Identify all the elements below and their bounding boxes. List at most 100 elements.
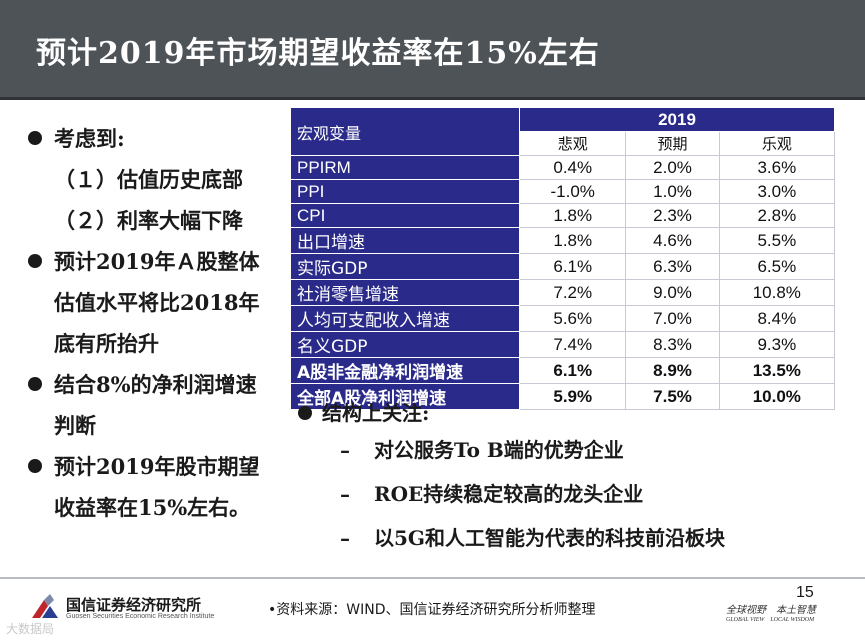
left-point-line: 预计2019年Ａ股整体	[26, 241, 286, 282]
org-subtitle: Guosen Securities Economic Research Inst…	[66, 613, 215, 620]
table-row: 实际GDP 6.1% 6.3% 6.5%	[290, 253, 836, 280]
slogan-cn: 全球视野 本土智慧	[726, 605, 816, 616]
focus-item-text: 对公服务To B端的优势企业	[374, 438, 624, 462]
table-column-header: 悲观	[518, 131, 627, 156]
table-cell: 2.0%	[625, 155, 720, 180]
left-point-text: 判断	[54, 413, 96, 438]
table-cell: 10.8%	[718, 279, 836, 306]
left-point-text: 预计2019年Ａ股整体	[54, 249, 260, 274]
table-cell: 6.5%	[718, 253, 836, 280]
table-row-label: 全部A股净利润增速	[290, 383, 520, 410]
table-cell: 9.3%	[718, 331, 836, 358]
org-name: 国信证券经济研究所	[66, 596, 202, 614]
focus-item: – 对公服务To B端的优势企业	[296, 428, 856, 472]
table-cell: 5.5%	[718, 227, 836, 254]
table-cell: 6.1%	[518, 253, 627, 280]
footer-divider	[0, 577, 865, 579]
table-cell: 9.0%	[625, 279, 720, 306]
table-cell: 0.4%	[518, 155, 627, 180]
table-column-header: 预期	[625, 131, 720, 156]
table-cell: 3.0%	[718, 179, 836, 204]
focus-item-text: 以5G和人工智能为代表的科技前沿板块	[374, 526, 725, 550]
table-row: 全部A股净利润增速 5.9% 7.5% 10.0%	[290, 383, 836, 410]
left-point-line: 估值水平将比2018年	[26, 282, 286, 323]
focus-section: 结构上关注: – 对公服务To B端的优势企业 – ROE持续稳定较高的龙头企业 – 以5…	[296, 398, 856, 560]
focus-item: – 以5G和人工智能为代表的科技前沿板块	[296, 516, 856, 560]
header-banner: 预计2019年市场期望收益率在15%左右	[0, 0, 865, 97]
bullet-dot-icon	[28, 254, 42, 268]
table-row-label: 出口增速	[290, 227, 520, 254]
table-cell: 5.9%	[518, 383, 627, 410]
table-year-header: 2019	[519, 107, 835, 132]
table-row: 名义GDP 7.4% 8.3% 9.3%	[290, 331, 836, 358]
table-cell: 1.8%	[518, 203, 627, 228]
table-row-label: CPI	[290, 203, 520, 228]
table-cell: 2.3%	[625, 203, 720, 228]
table-row-label: A股非金融净利润增速	[290, 357, 520, 384]
left-point-text: 考虑到:	[54, 126, 125, 151]
table-cell: 2.8%	[718, 203, 836, 228]
table-cell: 6.1%	[518, 357, 627, 384]
table-row: CPI 1.8% 2.3% 2.8%	[290, 203, 836, 228]
table-corner-label: 宏观变量	[290, 107, 520, 156]
table-cell: 5.6%	[518, 305, 627, 332]
left-point-line: 收益率在15%左右。	[26, 487, 286, 528]
table-column-header: 乐观	[718, 131, 836, 156]
table-row-label: 实际GDP	[290, 253, 520, 280]
table-cell: 8.9%	[625, 357, 720, 384]
table-row: PPIRM 0.4% 2.0% 3.6%	[290, 155, 836, 180]
left-point-text: 收益率在15%左右。	[54, 495, 251, 520]
left-point-text: 估值水平将比2018年	[54, 290, 260, 315]
slogan-en: GLOBAL VIEW LOCAL WISDOM	[726, 617, 815, 623]
table-row: A股非金融净利润增速 6.1% 8.9% 13.5%	[290, 357, 836, 384]
bullet-dot-icon	[28, 131, 42, 145]
focus-heading-text: 结构上关注:	[322, 401, 430, 425]
table-row: PPI -1.0% 1.0% 3.0%	[290, 179, 836, 204]
guosen-logo-icon	[32, 594, 58, 618]
left-point-line: 底有所抬升	[26, 323, 286, 364]
table-cell: 10.0%	[718, 383, 836, 410]
table-cell: 7.0%	[625, 305, 720, 332]
table-row-label: PPIRM	[290, 155, 520, 180]
dash-marker: –	[340, 482, 350, 506]
table-row: 人均可支配收入增速 5.6% 7.0% 8.4%	[290, 305, 836, 332]
left-point-line: 判断	[26, 405, 286, 446]
left-point-text: 结合8%的净利润增速	[54, 372, 257, 397]
left-point-line: 结合8%的净利润增速	[26, 364, 286, 405]
table-row: 出口增速 1.8% 4.6% 5.5%	[290, 227, 836, 254]
left-point-text: （１）估值历史底部	[54, 167, 243, 192]
table-row: 社消零售增速 7.2% 9.0% 10.8%	[290, 279, 836, 306]
table-cell: 6.3%	[625, 253, 720, 280]
page-number: 15	[796, 584, 814, 601]
table-row-label: 社消零售增速	[290, 279, 520, 306]
header-underline	[0, 97, 865, 100]
left-point-text: 底有所抬升	[54, 331, 159, 356]
table-cell: 13.5%	[718, 357, 836, 384]
table-row-label: PPI	[290, 179, 520, 204]
bullet-dot-icon	[28, 377, 42, 391]
watermark-text: 大数据局	[6, 622, 55, 636]
focus-heading: 结构上关注:	[296, 398, 856, 428]
table-cell: -1.0%	[518, 179, 627, 204]
table-cell: 8.4%	[718, 305, 836, 332]
table-row-label: 人均可支配收入增速	[290, 305, 520, 332]
left-point-line: 考虑到:	[26, 118, 286, 159]
table-cell: 1.8%	[518, 227, 627, 254]
left-bullet-list: 考虑到: （１）估值历史底部 （２）利率大幅下降 预计2019年Ａ股整体 估值水平将比2…	[26, 118, 286, 528]
dash-marker: –	[340, 438, 350, 462]
table-cell: 1.0%	[625, 179, 720, 204]
focus-item-list: – 对公服务To B端的优势企业 – ROE持续稳定较高的龙头企业 – 以5G和人工智能为…	[296, 428, 856, 560]
table-cell: 7.4%	[518, 331, 627, 358]
page-title: 预计2019年市场期望收益率在15%左右	[36, 36, 600, 71]
source-note: •资料来源：WIND、国信证券经济研究所分析师整理	[268, 602, 596, 618]
left-point-line: （１）估值历史底部	[26, 159, 286, 200]
table-cell: 7.2%	[518, 279, 627, 306]
table-cell: 8.3%	[625, 331, 720, 358]
focus-item-text: ROE持续稳定较高的龙头企业	[374, 482, 644, 506]
left-point-line: 预计2019年股市期望	[26, 446, 286, 487]
left-point-line: （２）利率大幅下降	[26, 200, 286, 241]
focus-item: – ROE持续稳定较高的龙头企业	[296, 472, 856, 516]
left-point-text: 预计2019年股市期望	[54, 454, 260, 479]
bullet-dot-icon	[28, 459, 42, 473]
left-point-text: （２）利率大幅下降	[54, 208, 243, 233]
